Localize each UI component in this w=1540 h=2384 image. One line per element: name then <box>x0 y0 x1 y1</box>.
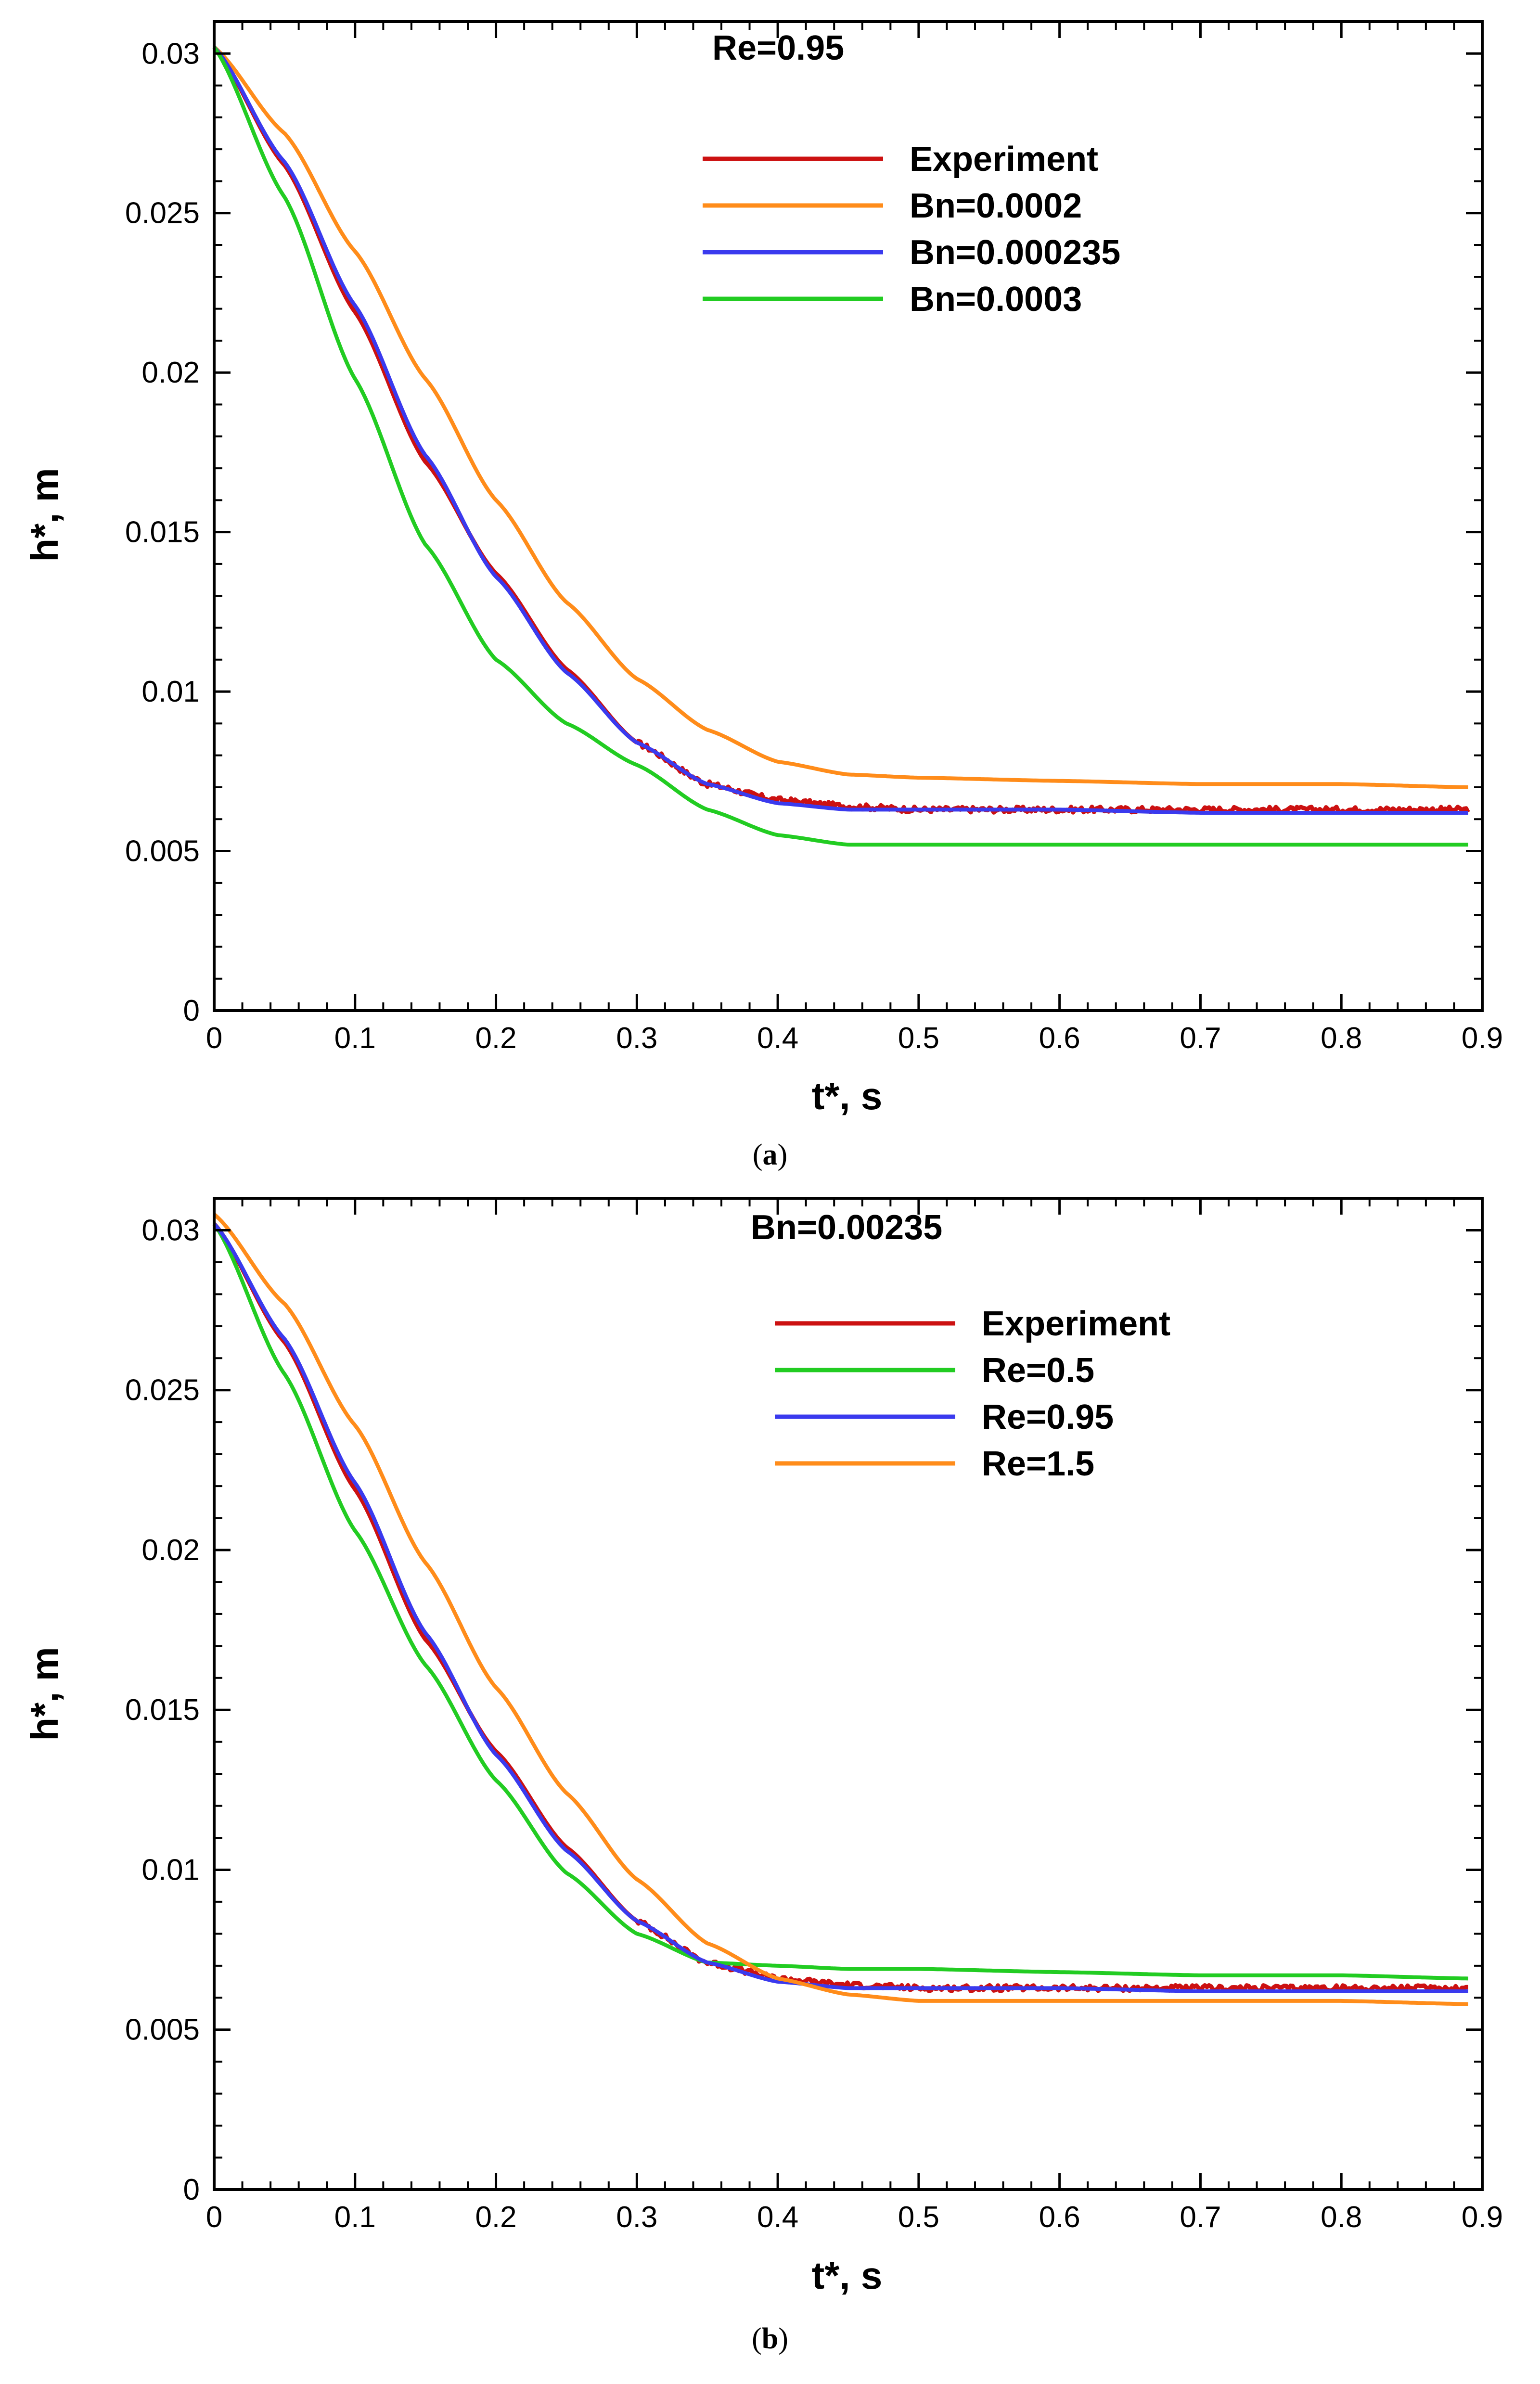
y-tick-label: 0.03 <box>141 37 200 70</box>
y-tick-label: 0.015 <box>125 1693 200 1727</box>
series-line-re-1-5 <box>213 1213 1468 2006</box>
x-tick-label: 0.6 <box>1039 1022 1080 1055</box>
panel-a: 0 0.1 0.2 0.3 0.4 0.5 0.6 0.7 0.8 0.9 0 0.005 0.01 0.… <box>23 20 1503 1171</box>
x-tick-label: 0.3 <box>616 2201 657 2234</box>
legend-label: Bn=0.000235 <box>910 233 1120 272</box>
x-tick-label: 0.4 <box>757 2201 798 2234</box>
y-axis-label: h*, m <box>23 1647 66 1741</box>
series-line-bn-0-0003 <box>212 46 1468 847</box>
legend-label: Bn=0.0002 <box>910 187 1082 225</box>
y-tick-label: 0.025 <box>125 197 200 230</box>
y-tick-label: 0 <box>183 2173 200 2206</box>
panel-caption: (b) <box>752 2322 788 2355</box>
x-tick-label: 0 <box>206 2201 222 2234</box>
series-line-re-0-95 <box>213 1222 1468 1993</box>
y-axis-label: h*, m <box>23 468 66 562</box>
x-tick-label: 0.5 <box>898 1022 939 1055</box>
y-tick-label: 0.01 <box>141 675 200 708</box>
x-tick-label: 0.1 <box>334 2201 376 2234</box>
x-tick-label: 0.9 <box>1462 1022 1503 1055</box>
x-tick-label: 0.8 <box>1321 1022 1362 1055</box>
legend-label: Experiment <box>910 140 1098 179</box>
legend-label: Re=0.95 <box>982 1398 1114 1436</box>
plot-area-frame <box>213 1197 1484 2191</box>
y-tick-label: 0.03 <box>141 1214 200 1247</box>
x-tick-label: 0.3 <box>616 1022 657 1055</box>
x-tick-label: 0 <box>206 1022 222 1055</box>
series-line-bn-0-000235 <box>212 46 1468 815</box>
y-tick-label: 0 <box>183 994 200 1027</box>
y-tick-label: 0.015 <box>125 516 200 549</box>
y-tick-label: 0.005 <box>125 2013 200 2047</box>
x-tick-label: 0.2 <box>475 2201 516 2234</box>
panel-caption: (a) <box>753 1139 787 1171</box>
series-line-re-0-5 <box>212 1222 1468 1981</box>
legend-label: Bn=0.0003 <box>910 280 1082 319</box>
x-axis-label: t*, s <box>812 1075 883 1117</box>
panel-b: 0 0.1 0.2 0.3 0.4 0.5 0.6 0.7 0.8 0.9 0 0.005 0.01 0.… <box>23 1197 1503 2355</box>
series-line-experiment <box>212 46 1470 815</box>
x-axis-label: t*, s <box>812 2254 883 2297</box>
legend-label: Re=0.5 <box>982 1351 1094 1390</box>
x-tick-label: 0.7 <box>1180 2201 1221 2234</box>
legend-label: Experiment <box>982 1305 1170 1343</box>
x-tick-label: 0.7 <box>1180 1022 1221 1055</box>
plot-area-frame <box>213 20 1484 1012</box>
y-tick-label: 0.005 <box>125 835 200 868</box>
x-tick-label: 0.4 <box>757 1022 798 1055</box>
y-tick-label: 0.025 <box>125 1374 200 1407</box>
x-tick-label: 0.1 <box>334 1022 376 1055</box>
x-tick-label: 0.9 <box>1462 2201 1503 2234</box>
x-tick-label: 0.6 <box>1039 2201 1080 2234</box>
legend-label: Re=1.5 <box>982 1445 1094 1483</box>
y-tick-label: 0.01 <box>141 1853 200 1886</box>
y-tick-label: 0.02 <box>141 356 200 389</box>
series-line-bn-0-0002 <box>213 45 1468 789</box>
x-tick-label: 0.5 <box>898 2201 939 2234</box>
chart-annotation: Re=0.95 <box>712 29 844 67</box>
series-line-experiment <box>212 1222 1468 1993</box>
y-tick-label: 0.02 <box>141 1534 200 1567</box>
x-tick-label: 0.2 <box>475 1022 516 1055</box>
chart-annotation: Bn=0.00235 <box>751 1208 942 1247</box>
x-tick-label: 0.8 <box>1321 2201 1362 2234</box>
